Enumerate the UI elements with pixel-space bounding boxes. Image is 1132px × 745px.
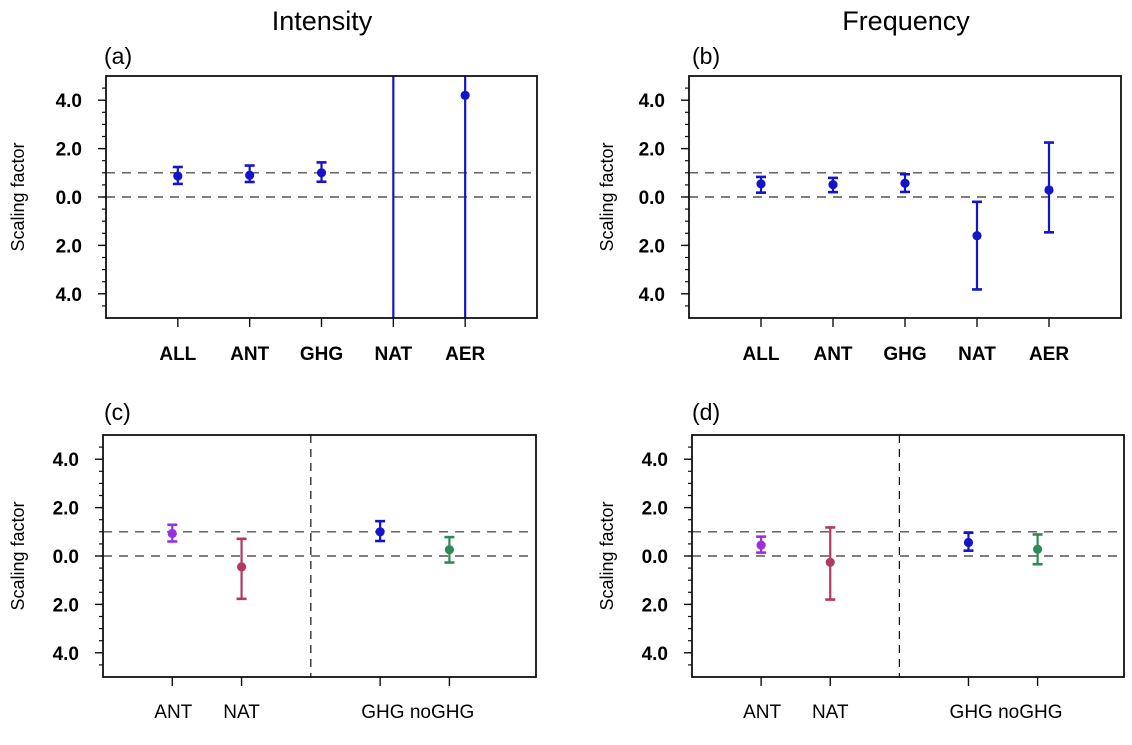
- y-tick-label: 2.0: [56, 236, 82, 257]
- data-series: [756, 141, 1054, 291]
- panel-d: (d) Scaling factor 4.0 2.0 0.0 2.0 4.0 ANT NAT GH…: [597, 399, 1125, 723]
- best-estimate-ant: [245, 170, 255, 180]
- plot-frame: [102, 434, 537, 678]
- y-tick-label: 2.0: [642, 499, 668, 520]
- y-tick-label: 2.0: [642, 595, 668, 616]
- panel-b: (b) Scaling factor 4.0 2.0 0.0 2.0 4.0 ALL ANT GH…: [597, 43, 1122, 365]
- panel-c: (c) Scaling factor 4.0 2.0 0.0 2.0 4.0 ANT NAT GH…: [8, 399, 537, 723]
- y-axis-label: Scaling factor: [597, 142, 617, 251]
- panel-label: (c): [104, 399, 131, 425]
- best-estimate-nat: [236, 562, 247, 572]
- y-tick-label: 2.0: [56, 140, 82, 161]
- best-estimate-nat: [825, 557, 835, 567]
- x-tick-label: GHG noGHG: [950, 702, 1063, 723]
- best-estimate-noghg: [1033, 544, 1043, 554]
- plot-frame: [691, 434, 1125, 678]
- x-tick-label: AER: [445, 344, 485, 365]
- y-tick-label: 4.0: [56, 285, 82, 306]
- y-tick-label: 2.0: [639, 140, 665, 161]
- best-estimate-ghg: [316, 168, 327, 178]
- x-tick-label: GHG noGHG: [361, 702, 474, 723]
- plot-frame: [105, 75, 538, 319]
- best-estimate-ghg: [900, 178, 910, 188]
- x-tick-label: NAT: [375, 344, 413, 365]
- best-estimate-ghg: [963, 537, 974, 548]
- column-title-frequency: Frequency: [842, 6, 970, 36]
- x-tick-label: ANT: [230, 344, 269, 365]
- x-tick-label: NAT: [812, 702, 849, 723]
- best-estimate-ant: [167, 528, 177, 539]
- best-estimate-noghg: [444, 545, 454, 555]
- best-estimate-all: [173, 171, 183, 181]
- x-tick-label: ANT: [813, 344, 852, 365]
- data-series: [172, 76, 470, 318]
- x-tick-label: GHG: [883, 344, 926, 365]
- y-tick-label: 4.0: [642, 644, 668, 665]
- y-tick-label: 0.0: [56, 188, 82, 209]
- y-tick-label: 0.0: [639, 188, 665, 209]
- y-axis-label: Scaling factor: [597, 501, 617, 610]
- x-tick-label: ALL: [159, 344, 196, 365]
- panel-a: (a) Scaling factor 4.0 2.0 0.0 2.0 4.0 ALL ANT GH…: [8, 43, 538, 365]
- data-series: [756, 526, 1043, 601]
- best-estimate-ant: [828, 180, 838, 190]
- x-tick-label: ALL: [743, 344, 780, 365]
- best-estimate-nat: [972, 231, 982, 241]
- y-tick-label: 0.0: [642, 547, 668, 568]
- best-estimate-aer: [460, 90, 470, 100]
- panel-label: (b): [692, 43, 720, 69]
- plot-frame: [688, 75, 1122, 319]
- column-title-intensity: Intensity: [272, 6, 373, 36]
- y-tick-label: 2.0: [53, 499, 79, 520]
- y-tick-label: 2.0: [639, 236, 665, 257]
- best-estimate-aer: [1044, 185, 1054, 195]
- data-series: [167, 519, 455, 601]
- panel-label: (d): [692, 399, 720, 425]
- x-tick-label: ANT: [154, 702, 192, 723]
- best-estimate-all: [756, 179, 766, 189]
- panel-label: (a): [104, 43, 132, 69]
- x-tick-label: NAT: [958, 344, 996, 365]
- y-axis-label: Scaling factor: [8, 501, 28, 610]
- best-estimate-ghg: [375, 527, 385, 537]
- x-tick-label: AER: [1029, 344, 1069, 365]
- y-tick-label: 4.0: [53, 450, 79, 471]
- y-tick-label: 4.0: [642, 450, 668, 471]
- best-estimate-ant: [756, 540, 766, 550]
- x-tick-label: ANT: [743, 702, 781, 723]
- x-tick-label: NAT: [223, 702, 260, 723]
- x-tick-label: GHG: [300, 344, 343, 365]
- y-tick-label: 0.0: [53, 547, 79, 568]
- y-tick-label: 4.0: [53, 644, 79, 665]
- y-tick-label: 2.0: [53, 595, 79, 616]
- y-tick-label: 4.0: [56, 91, 82, 112]
- y-tick-label: 4.0: [639, 285, 665, 306]
- y-tick-label: 4.0: [639, 91, 665, 112]
- y-axis-label: Scaling factor: [8, 142, 28, 251]
